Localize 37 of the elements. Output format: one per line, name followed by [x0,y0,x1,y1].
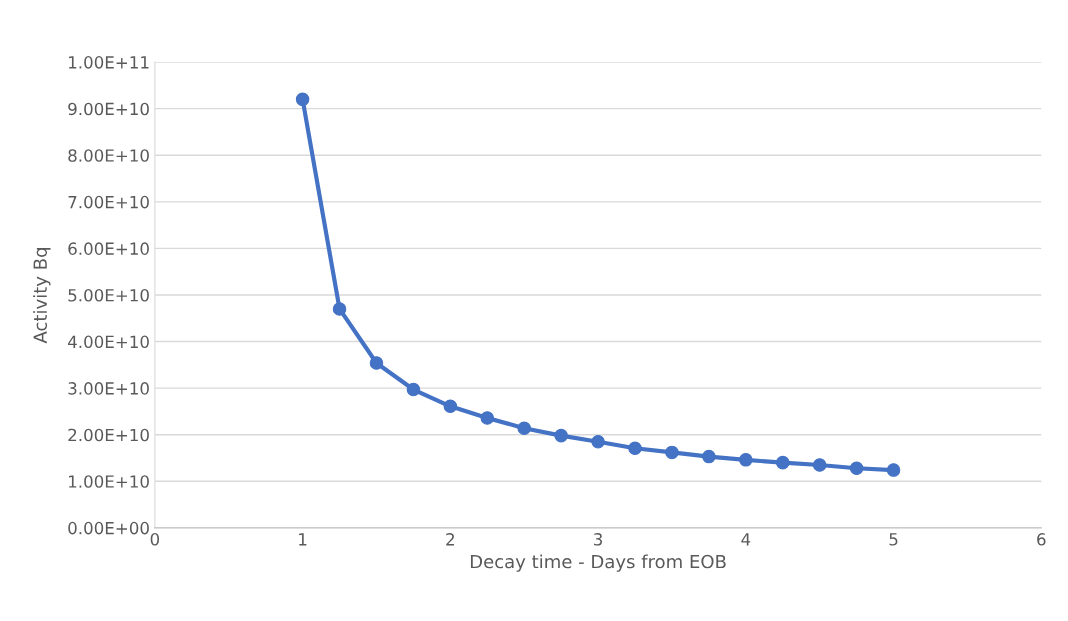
point [406,382,421,397]
point [886,463,901,477]
y-tick-label: 3.00E+10 [68,382,149,395]
point [480,411,495,425]
point [849,461,864,475]
y-tick-label: 8.00E+10 [68,149,149,162]
point [295,92,310,107]
y-tick-label: 0.00E+00 [68,521,149,535]
y-tick-label: 1.00E+11 [69,56,149,69]
y-tick-label: 5.00E+10 [68,288,149,302]
x-tick-label: 5 [889,533,898,546]
point [332,302,347,316]
y-axis-title: Activity Bq [33,248,51,344]
x-axis-title: Decay time - Days from EOB [470,554,726,572]
x-tick-label: 6 [1037,533,1046,546]
y-tick-label: 7.00E+10 [68,195,149,209]
x-tick-label: 1 [299,533,307,546]
y-tick-label: 9.00E+10 [68,102,149,116]
y-tick-label: 2.00E+10 [68,428,149,442]
x-tick-label: 0 [150,533,160,546]
point [665,445,679,460]
point [591,434,605,449]
y-tick-label: 4.00E+10 [68,335,149,349]
point [443,399,458,414]
y-tick-label: 1.00E+10 [69,475,149,488]
x-tick-label: 4 [741,533,751,546]
point [554,428,568,443]
point [517,421,531,435]
x-tick-label: 3 [594,533,603,546]
point [812,458,827,472]
point [775,455,790,470]
point [628,441,642,455]
point [369,356,384,370]
point [739,453,753,467]
y-tick-label: 6.00E+10 [68,242,149,255]
point [702,449,716,464]
x-tick-label: 2 [446,533,454,546]
